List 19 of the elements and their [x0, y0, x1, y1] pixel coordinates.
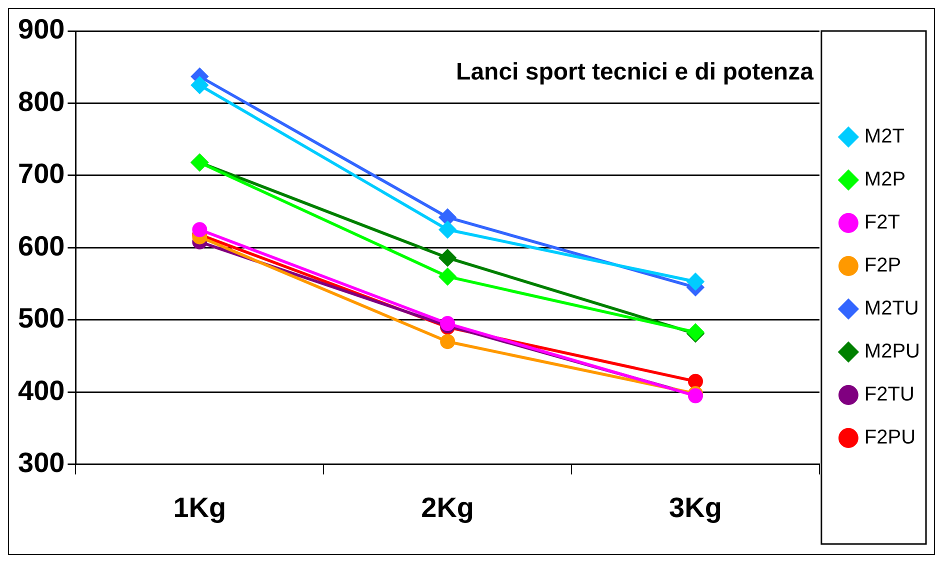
legend-label: M2P — [864, 168, 906, 191]
x-tick-label: 3Kg — [669, 492, 722, 523]
legend-label: F2P — [864, 254, 902, 277]
y-tick-label: 300 — [18, 447, 65, 478]
y-tick-label: 900 — [18, 14, 65, 45]
x-tick-label: 2Kg — [421, 492, 474, 523]
y-tick-label: 800 — [18, 86, 65, 117]
y-tick-label: 400 — [18, 374, 65, 406]
legend-label: F2TU — [864, 384, 914, 406]
legend-label: M2PU — [864, 340, 920, 363]
y-tick-label: 600 — [18, 230, 65, 262]
x-tick-label: 1Kg — [173, 492, 226, 523]
legend-label: F2T — [864, 212, 900, 234]
y-tick-label: 700 — [18, 158, 65, 190]
y-tick-label: 500 — [18, 302, 65, 334]
legend-label: M2TU — [864, 298, 919, 320]
legend-label: M2T — [864, 126, 904, 148]
legend-label: F2PU — [864, 426, 916, 449]
text: Lanci sport tecnici e di potenza — [456, 58, 814, 86]
